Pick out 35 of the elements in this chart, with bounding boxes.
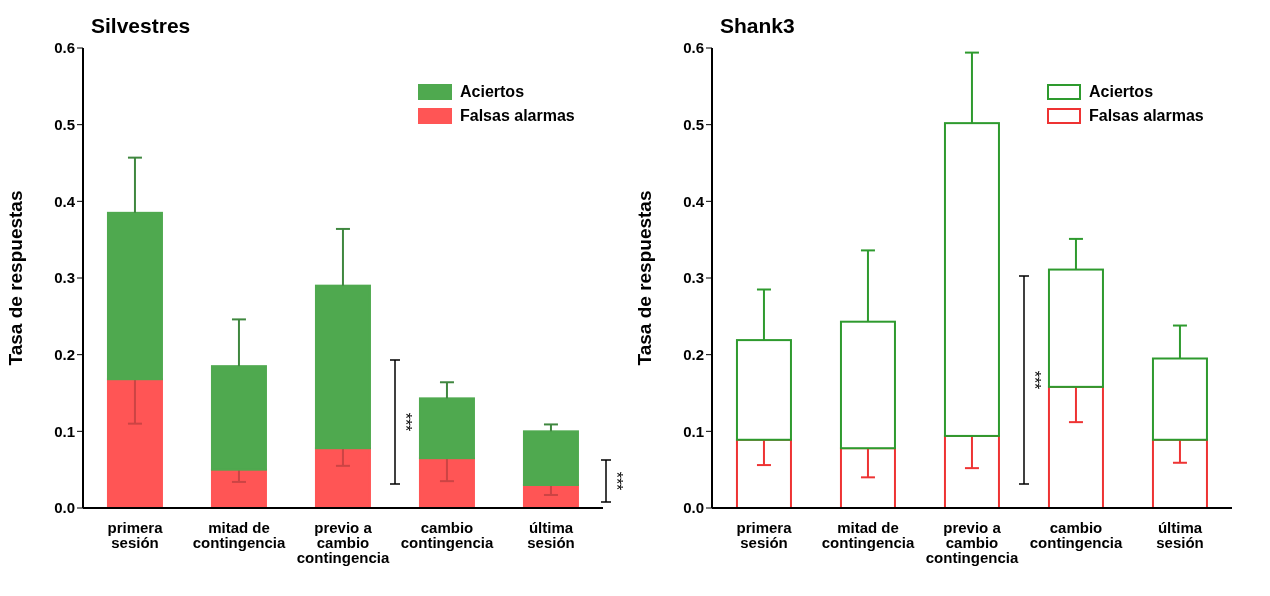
y-tick-label: 0.4: [683, 192, 705, 210]
legend-label: Aciertos: [460, 83, 525, 101]
chart-title: Silvestres: [91, 14, 191, 38]
chart-title: Shank3: [720, 14, 795, 38]
x-tick-label: última sesión: [527, 518, 575, 551]
y-tick-label: 0.5: [54, 115, 75, 133]
y-tick-label: 0.6: [683, 39, 704, 57]
x-tick-label: primera sesión: [736, 518, 793, 551]
y-tick-label: 0.2: [683, 345, 704, 363]
annotation: ***: [397, 412, 414, 432]
x-tick-label: última sesión: [1156, 518, 1204, 551]
y-tick-label: 0.6: [54, 39, 75, 57]
y-axis-title: Tasa de respuestas: [4, 190, 26, 366]
annotation: ***: [1026, 370, 1043, 390]
x-tick-label: previo a cambio contingencia: [296, 518, 390, 566]
legend-label: Falsas alarmas: [1089, 107, 1204, 125]
x-tick-label: previo a cambio contingencia: [925, 518, 1019, 566]
x-tick-label: primera sesión: [107, 518, 164, 551]
x-tick-label: mitad de contingencia: [821, 518, 915, 551]
y-tick-label: 0.3: [54, 269, 75, 287]
y-tick-label: 0.1: [54, 422, 75, 440]
y-tick-label: 0.5: [683, 115, 704, 133]
y-tick-label: 0.0: [683, 499, 704, 517]
x-tick-label: cambio contingencia: [1029, 518, 1123, 551]
y-tick-label: 0.3: [683, 269, 704, 287]
y-tick-label: 0.0: [54, 499, 75, 517]
x-tick-label: mitad de contingencia: [192, 518, 286, 551]
x-tick-label: cambio contingencia: [400, 518, 494, 551]
legend-label: Falsas alarmas: [460, 107, 575, 125]
legend-label: Aciertos: [1089, 83, 1154, 101]
y-tick-label: 0.2: [54, 345, 75, 363]
y-tick-label: 0.1: [683, 422, 704, 440]
y-axis-title: Tasa de respuestas: [633, 190, 655, 366]
text: ***: [608, 471, 625, 491]
y-tick-label: 0.4: [54, 192, 76, 210]
